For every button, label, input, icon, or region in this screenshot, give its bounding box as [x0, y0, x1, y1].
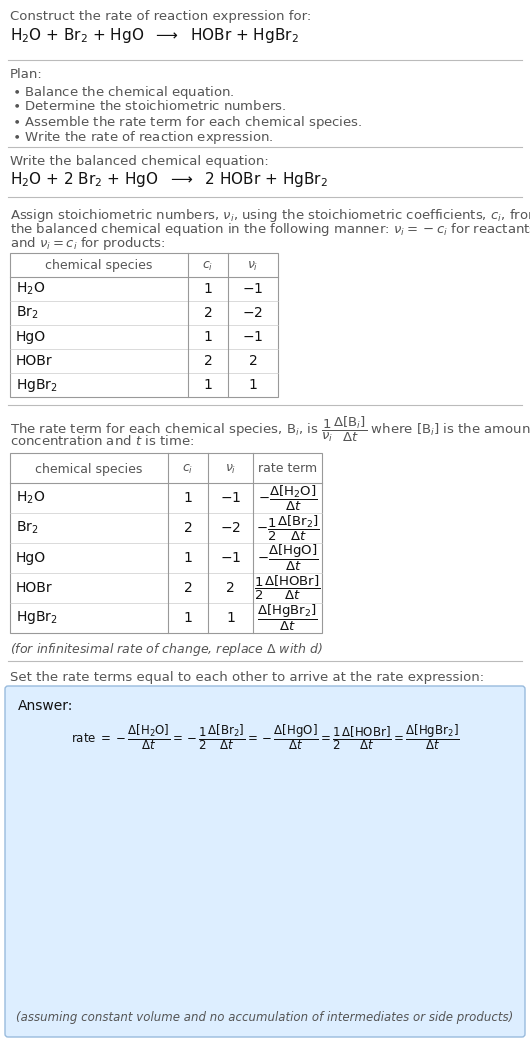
Text: HOBr: HOBr	[16, 581, 52, 595]
Text: $c_i$: $c_i$	[182, 463, 193, 475]
Text: $\bullet$ Determine the stoichiometric numbers.: $\bullet$ Determine the stoichiometric n…	[12, 99, 287, 113]
Text: $\bullet$ Write the rate of reaction expression.: $\bullet$ Write the rate of reaction exp…	[12, 129, 273, 146]
Text: $\nu_i$: $\nu_i$	[248, 259, 259, 273]
Text: 2: 2	[204, 354, 213, 368]
Text: H$_2$O: H$_2$O	[16, 280, 45, 297]
Text: $\nu_i$: $\nu_i$	[225, 463, 236, 475]
Text: Br$_2$: Br$_2$	[16, 520, 39, 537]
Text: HgBr$_2$: HgBr$_2$	[16, 610, 58, 626]
Text: $-2$: $-2$	[243, 306, 263, 320]
Text: HgO: HgO	[16, 330, 46, 344]
Text: Answer:: Answer:	[18, 699, 73, 713]
Text: $\bullet$ Assemble the rate term for each chemical species.: $\bullet$ Assemble the rate term for eac…	[12, 114, 363, 131]
Text: 2: 2	[183, 521, 192, 535]
Text: rate $= -\dfrac{\Delta[\mathrm{H_2O}]}{\Delta t} = -\dfrac{1}{2}\dfrac{\Delta[\m: rate $= -\dfrac{\Delta[\mathrm{H_2O}]}{\…	[70, 722, 460, 752]
Text: Set the rate terms equal to each other to arrive at the rate expression:: Set the rate terms equal to each other t…	[10, 671, 484, 684]
Text: $-2$: $-2$	[220, 521, 241, 535]
Text: $-1$: $-1$	[242, 282, 263, 296]
Bar	[10, 453, 322, 632]
Text: H$_2$O + 2 Br$_2$ + HgO  $\longrightarrow$  2 HOBr + HgBr$_2$: H$_2$O + 2 Br$_2$ + HgO $\longrightarrow…	[10, 170, 328, 189]
Text: $\dfrac{1}{2}\dfrac{\Delta[\mathrm{HOBr}]}{\Delta t}$: $\dfrac{1}{2}\dfrac{\Delta[\mathrm{HOBr}…	[254, 574, 321, 602]
Text: 2: 2	[226, 581, 235, 595]
Text: (for infinitesimal rate of change, replace $\Delta$ with $d$): (for infinitesimal rate of change, repla…	[10, 641, 323, 658]
Text: (assuming constant volume and no accumulation of intermediates or side products): (assuming constant volume and no accumul…	[16, 1011, 514, 1024]
Text: chemical species: chemical species	[36, 463, 143, 475]
Text: 2: 2	[204, 306, 213, 320]
Text: Plan:: Plan:	[10, 68, 43, 81]
Text: $-\dfrac{\Delta[\mathrm{HgO}]}{\Delta t}$: $-\dfrac{\Delta[\mathrm{HgO}]}{\Delta t}…	[257, 543, 318, 573]
Text: Construct the rate of reaction expression for:: Construct the rate of reaction expressio…	[10, 10, 311, 23]
Text: The rate term for each chemical species, B$_i$, is $\dfrac{1}{\nu_i}\dfrac{\Delt: The rate term for each chemical species,…	[10, 415, 530, 444]
Text: 1: 1	[183, 551, 192, 565]
Text: 1: 1	[204, 378, 213, 392]
Text: 1: 1	[249, 378, 258, 392]
Text: Assign stoichiometric numbers, $\nu_i$, using the stoichiometric coefficients, $: Assign stoichiometric numbers, $\nu_i$, …	[10, 207, 530, 224]
Text: the balanced chemical equation in the following manner: $\nu_i = -c_i$ for react: the balanced chemical equation in the fo…	[10, 221, 530, 238]
Text: 2: 2	[183, 581, 192, 595]
Text: chemical species: chemical species	[45, 259, 153, 273]
Text: 1: 1	[183, 611, 192, 625]
Bar	[10, 253, 278, 397]
Text: H$_2$O: H$_2$O	[16, 490, 45, 506]
Text: 2: 2	[249, 354, 258, 368]
Text: Br$_2$: Br$_2$	[16, 305, 39, 321]
Text: $-\dfrac{1}{2}\dfrac{\Delta[\mathrm{Br_2}]}{\Delta t}$: $-\dfrac{1}{2}\dfrac{\Delta[\mathrm{Br_2…	[256, 514, 319, 543]
Text: and $\nu_i = c_i$ for products:: and $\nu_i = c_i$ for products:	[10, 235, 165, 252]
Text: 1: 1	[204, 330, 213, 344]
Text: concentration and $t$ is time:: concentration and $t$ is time:	[10, 435, 194, 448]
Text: 1: 1	[226, 611, 235, 625]
Text: Write the balanced chemical equation:: Write the balanced chemical equation:	[10, 155, 269, 168]
Text: HOBr: HOBr	[16, 354, 52, 368]
Text: $-1$: $-1$	[220, 491, 241, 505]
Text: $\dfrac{\Delta[\mathrm{HgBr_2}]}{\Delta t}$: $\dfrac{\Delta[\mathrm{HgBr_2}]}{\Delta …	[257, 603, 318, 634]
Text: 1: 1	[204, 282, 213, 296]
Text: rate term: rate term	[258, 463, 317, 475]
Text: $-1$: $-1$	[242, 330, 263, 344]
Text: HgO: HgO	[16, 551, 46, 565]
Text: $-\dfrac{\Delta[\mathrm{H_2O}]}{\Delta t}$: $-\dfrac{\Delta[\mathrm{H_2O}]}{\Delta t…	[258, 483, 317, 513]
Text: $c_i$: $c_i$	[202, 259, 214, 273]
Text: H$_2$O + Br$_2$ + HgO  $\longrightarrow$  HOBr + HgBr$_2$: H$_2$O + Br$_2$ + HgO $\longrightarrow$ …	[10, 26, 299, 45]
Text: 1: 1	[183, 491, 192, 505]
Text: $\bullet$ Balance the chemical equation.: $\bullet$ Balance the chemical equation.	[12, 84, 234, 101]
FancyBboxPatch shape	[5, 686, 525, 1037]
Text: HgBr$_2$: HgBr$_2$	[16, 376, 58, 394]
Text: $-1$: $-1$	[220, 551, 241, 565]
